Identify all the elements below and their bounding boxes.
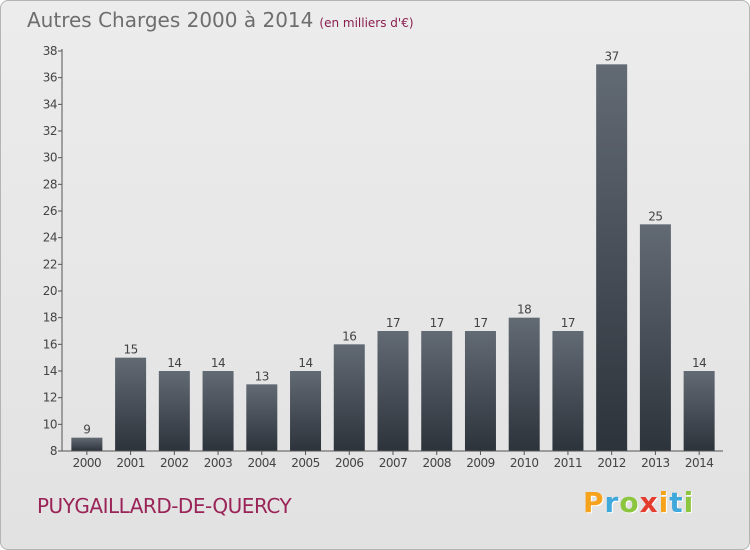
x-tick-label: 2014 — [685, 456, 714, 470]
y-tick-label: 10 — [43, 417, 57, 431]
x-tick-label: 2008 — [422, 456, 451, 470]
x-tick-label: 2000 — [73, 456, 102, 470]
data-label: 9 — [83, 423, 90, 437]
bar — [377, 331, 409, 451]
bar — [290, 371, 322, 451]
bar — [71, 437, 103, 451]
bar — [639, 224, 671, 451]
bar — [421, 331, 453, 451]
bar — [552, 331, 584, 451]
y-axis: 8 10 12 14 16 18 20 22 24 26 28 30 32 34 36 38 — [43, 44, 63, 458]
bar — [464, 331, 496, 451]
brand-letter: x — [639, 486, 659, 519]
bar — [333, 344, 365, 451]
data-label: 17 — [561, 316, 575, 330]
bar — [158, 371, 190, 451]
x-tick-label: 2005 — [291, 456, 320, 470]
x-tick-label: 2011 — [554, 456, 583, 470]
y-tick-label: 32 — [43, 124, 57, 138]
data-label: 16 — [342, 329, 356, 343]
data-label: 14 — [211, 356, 225, 370]
y-tick-label: 16 — [43, 337, 57, 351]
brand-letter: t — [669, 486, 684, 519]
data-label: 15 — [123, 343, 137, 357]
data-label: 14 — [167, 356, 181, 370]
data-label: 14 — [692, 356, 706, 370]
data-label: 37 — [605, 49, 619, 63]
data-label: 14 — [298, 356, 312, 370]
data-label: 18 — [517, 303, 531, 317]
data-labels: 9 15 14 14 13 14 16 17 17 17 18 17 37 25 14 — [83, 49, 706, 436]
bar — [508, 317, 540, 451]
commune-name: PUYGAILLARD-DE-QUERCY — [37, 494, 292, 518]
bars-group — [71, 64, 715, 452]
y-tick-label: 34 — [43, 97, 57, 111]
brand-letter: P — [583, 486, 605, 519]
y-tick-label: 22 — [43, 257, 57, 271]
y-tick-label: 12 — [43, 391, 57, 405]
x-axis: 2000 2001 2002 2003 2004 2005 2006 2007 2008 2009… — [62, 450, 723, 470]
bar — [246, 384, 278, 451]
x-tick-label: 2003 — [204, 456, 233, 470]
bar — [115, 357, 147, 451]
y-tick-label: 30 — [43, 151, 57, 165]
brand-letter: o — [619, 486, 640, 519]
brand-logo: Proxiti — [583, 486, 694, 519]
y-tick-label: 14 — [43, 364, 57, 378]
data-label: 17 — [430, 316, 444, 330]
y-tick-label: 8 — [50, 444, 57, 458]
chart-title-text: Autres Charges 2000 à 2014 — [27, 8, 314, 32]
brand-letter: i — [683, 486, 695, 519]
y-tick-label: 26 — [43, 204, 57, 218]
data-label: 25 — [648, 209, 662, 223]
x-tick-label: 2009 — [466, 456, 495, 470]
x-tick-label: 2004 — [248, 456, 277, 470]
bar — [596, 64, 628, 452]
y-tick-label: 18 — [43, 311, 57, 325]
brand-letter: r — [604, 486, 620, 519]
bar — [202, 371, 234, 451]
data-label: 17 — [386, 316, 400, 330]
y-tick-label: 24 — [43, 231, 57, 245]
brand-letter: i — [658, 486, 670, 519]
y-tick-label: 28 — [43, 177, 57, 191]
data-label: 17 — [473, 316, 487, 330]
chart-subtitle: (en milliers d'€) — [319, 16, 414, 30]
y-tick-label: 38 — [43, 44, 57, 58]
chart-title: Autres Charges 2000 à 2014 (en milliers d… — [27, 8, 414, 32]
x-tick-label: 2010 — [510, 456, 539, 470]
x-tick-label: 2007 — [379, 456, 408, 470]
y-tick-label: 36 — [43, 71, 57, 85]
x-tick-label: 2002 — [160, 456, 189, 470]
bar — [683, 371, 715, 451]
x-tick-label: 2012 — [597, 456, 626, 470]
x-tick-label: 2001 — [116, 456, 145, 470]
data-label: 13 — [255, 369, 269, 383]
x-tick-label: 2013 — [641, 456, 670, 470]
x-tick-label: 2006 — [335, 456, 364, 470]
y-tick-label: 20 — [43, 284, 57, 298]
